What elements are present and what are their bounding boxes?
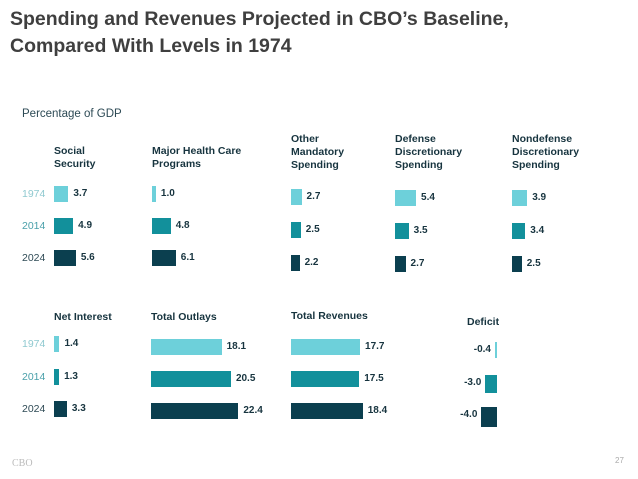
data-label: 18.4 bbox=[367, 405, 388, 416]
data-label: 6.1 bbox=[180, 252, 195, 263]
bar-1974 bbox=[291, 339, 361, 355]
bar-1974 bbox=[54, 186, 69, 202]
panel-title: Other Mandatory Spending bbox=[291, 133, 345, 171]
data-label: 22.4 bbox=[243, 405, 263, 416]
data-label: 1.3 bbox=[64, 371, 78, 382]
bar-1974 bbox=[54, 336, 60, 352]
panel-title: Deficit bbox=[467, 316, 500, 328]
panel-title: Nondefense Discretionary Spending bbox=[512, 133, 580, 171]
panel-title: Defense Discretionary Spending bbox=[395, 133, 463, 171]
bar-2014 bbox=[291, 371, 360, 387]
bar-1974 bbox=[495, 342, 497, 358]
year-label-2014: 2014 bbox=[22, 220, 46, 232]
data-label: 17.7 bbox=[365, 341, 385, 352]
bar-1974 bbox=[152, 186, 156, 202]
data-label: 4.8 bbox=[175, 220, 190, 231]
data-label: 20.5 bbox=[235, 373, 256, 384]
year-label-2024: 2024 bbox=[22, 403, 46, 415]
bar-2014 bbox=[395, 223, 409, 239]
unit-label: Percentage of GDP bbox=[22, 108, 122, 120]
data-label: 5.6 bbox=[80, 252, 95, 263]
bar-2014 bbox=[152, 218, 171, 234]
data-label: 1.0 bbox=[160, 188, 175, 199]
bar-2014 bbox=[485, 375, 497, 393]
bar-2024 bbox=[395, 256, 406, 272]
bar-2014 bbox=[512, 223, 526, 239]
bar-2024 bbox=[54, 401, 67, 417]
data-label: 3.7 bbox=[73, 188, 88, 199]
data-label: 2.5 bbox=[526, 258, 541, 269]
data-label: -3.0 bbox=[464, 377, 482, 388]
bar-1974 bbox=[512, 190, 528, 206]
bar-2014 bbox=[54, 218, 74, 234]
panel-title: Total Outlays bbox=[151, 311, 217, 323]
data-label: 5.4 bbox=[421, 192, 435, 203]
data-label: 17.5 bbox=[364, 373, 384, 384]
bar-1974 bbox=[151, 339, 222, 355]
panel-title: Total Revenues bbox=[291, 310, 368, 322]
bar-2014 bbox=[54, 369, 60, 385]
bar-1974 bbox=[395, 190, 417, 206]
data-label: 3.9 bbox=[532, 192, 547, 203]
bar-1974 bbox=[291, 189, 302, 205]
slide-title: Spending and Revenues Projected in CBO’s… bbox=[10, 8, 509, 57]
data-label: 3.5 bbox=[413, 225, 428, 236]
data-label: -4.0 bbox=[460, 409, 478, 420]
year-label-1974: 1974 bbox=[22, 338, 46, 350]
year-label-1974: 1974 bbox=[22, 188, 46, 200]
data-label: 2.7 bbox=[306, 191, 321, 202]
panel-title: Net Interest bbox=[54, 311, 112, 323]
bar-2024 bbox=[291, 255, 300, 271]
bar-2024 bbox=[152, 250, 176, 266]
data-label: 1.4 bbox=[64, 338, 79, 349]
bar-2024 bbox=[291, 403, 363, 419]
year-label-2024: 2024 bbox=[22, 252, 46, 264]
bar-2024 bbox=[151, 403, 239, 419]
bar-2024 bbox=[54, 250, 76, 266]
bar-2014 bbox=[151, 371, 231, 387]
data-label: 2.5 bbox=[305, 224, 320, 235]
year-label-2014: 2014 bbox=[22, 371, 46, 383]
data-label: 4.9 bbox=[78, 220, 93, 231]
data-label: 18.1 bbox=[226, 341, 247, 352]
bar-2024 bbox=[512, 256, 522, 272]
data-label: 3.4 bbox=[530, 225, 545, 236]
source-logo: CBO bbox=[12, 458, 33, 469]
data-label: -0.4 bbox=[473, 344, 491, 355]
data-label: 2.7 bbox=[410, 258, 425, 269]
panel-title: Major Health Care Programs bbox=[152, 145, 242, 170]
bar-2014 bbox=[291, 222, 301, 238]
page-number: 27 bbox=[615, 456, 624, 465]
bar-2024 bbox=[481, 407, 497, 427]
data-label: 3.3 bbox=[71, 403, 86, 414]
panel-title: Social Security bbox=[54, 145, 96, 170]
data-label: 2.2 bbox=[304, 257, 319, 268]
